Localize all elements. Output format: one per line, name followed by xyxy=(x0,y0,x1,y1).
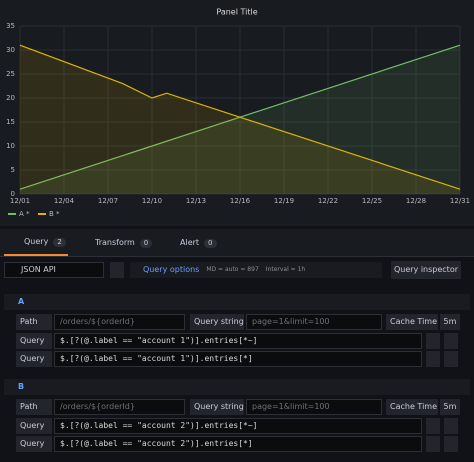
path-input[interactable]: /orders/${orderId} xyxy=(54,399,185,415)
query-label: Query xyxy=(16,333,52,349)
y-tick-label: 15 xyxy=(6,118,15,126)
datasource-picker[interactable]: JSON API xyxy=(4,262,104,278)
y-tick-label: 0 xyxy=(11,190,15,198)
query-string-label: Query string xyxy=(190,314,244,330)
x-tick-label: 12/25 xyxy=(362,197,382,205)
cache-time-input[interactable]: 5m xyxy=(440,399,460,415)
tab-count: 0 xyxy=(139,238,153,248)
x-tick-label: 12/07 xyxy=(98,197,118,205)
query-options[interactable]: Query options MD = auto = 897 Interval = 1… xyxy=(130,262,382,278)
query-input[interactable]: $.[?(@.label == "account 1")].entries[*] xyxy=(54,351,422,367)
tab[interactable]: Query 2 xyxy=(4,230,68,256)
cache-time-input[interactable]: 5m xyxy=(440,314,460,330)
cache-time-label: Cache Time xyxy=(386,314,438,330)
query-header[interactable] xyxy=(4,294,470,310)
query-input[interactable]: $.[?(@.label == "account 1")].entries[*~… xyxy=(54,333,422,349)
y-tick-label: 30 xyxy=(6,46,15,54)
x-tick-label: 12/22 xyxy=(318,197,338,205)
legend-label: A * xyxy=(19,210,30,218)
help-button[interactable] xyxy=(110,262,124,278)
y-tick-label: 20 xyxy=(6,94,15,102)
remove-button[interactable] xyxy=(444,418,458,434)
tab-label: Alert xyxy=(180,238,200,247)
query-label: Query xyxy=(16,436,52,452)
query-input[interactable]: $.[?(@.label == "account 2")].entries[*] xyxy=(54,436,422,452)
tab-label: Query xyxy=(24,237,49,246)
path-label: Path xyxy=(16,399,52,415)
tab-label: Transform xyxy=(95,238,135,247)
x-tick-label: 12/31 xyxy=(450,197,470,205)
query-options-interval: Interval = 1h xyxy=(265,266,306,273)
query-options-md: MD = auto = 897 xyxy=(206,266,259,273)
query-label: Query xyxy=(16,418,52,434)
series-area xyxy=(20,45,460,195)
query-string-input[interactable]: page=1&limit=100 xyxy=(246,399,382,415)
add-button[interactable] xyxy=(426,333,440,349)
query-label: Query xyxy=(16,351,52,367)
remove-button[interactable] xyxy=(444,333,458,349)
x-tick-label: 12/28 xyxy=(406,197,426,205)
cache-time-label: Cache Time xyxy=(386,399,438,415)
path-label: Path xyxy=(16,314,52,330)
chart-title: Panel Title xyxy=(216,8,257,17)
x-tick-label: 12/04 xyxy=(54,197,75,205)
query-name: B xyxy=(18,382,25,391)
series-area xyxy=(20,45,460,195)
tab[interactable]: Alert 0 xyxy=(167,230,227,256)
tab-count: 2 xyxy=(53,237,66,247)
query-inspector-label: Query inspector xyxy=(393,265,459,274)
x-tick-label: 12/19 xyxy=(274,197,294,205)
path-input[interactable]: /orders/${orderId} xyxy=(54,314,185,330)
add-button[interactable] xyxy=(426,436,440,452)
y-tick-label: 10 xyxy=(6,142,15,150)
query-inspector-button[interactable]: Query inspector xyxy=(391,261,461,279)
datasource-name: JSON API xyxy=(21,265,56,274)
x-tick-label: 12/13 xyxy=(186,197,206,205)
y-tick-label: 25 xyxy=(6,70,15,78)
x-tick-label: 12/10 xyxy=(142,197,162,205)
query-header[interactable] xyxy=(4,379,470,395)
remove-button[interactable] xyxy=(444,436,458,452)
series-line xyxy=(19,44,461,190)
chart: Panel Title 0 5 10 15 20 25 30 35 12/01 12/04 12/0… xyxy=(0,0,474,226)
y-tick-label: 5 xyxy=(11,166,15,174)
y-tick-label: 35 xyxy=(6,22,15,30)
x-tick-label: 12/16 xyxy=(230,197,251,205)
query-string-input[interactable]: page=1&limit=100 xyxy=(246,314,382,330)
tab-bar xyxy=(0,229,474,257)
query-input[interactable]: $.[?(@.label == "account 2")].entries[*~… xyxy=(54,418,422,434)
query-string-label: Query string xyxy=(190,399,244,415)
remove-button[interactable] xyxy=(444,351,458,367)
query-options-label: Query options xyxy=(143,265,200,274)
tab[interactable]: Transform 0 xyxy=(80,230,160,256)
tab-count: 0 xyxy=(204,238,217,248)
legend-label: B * xyxy=(49,210,60,218)
add-button[interactable] xyxy=(426,351,440,367)
add-button[interactable] xyxy=(426,418,440,434)
query-name: A xyxy=(18,297,25,306)
x-tick-label: 12/01 xyxy=(10,197,30,205)
